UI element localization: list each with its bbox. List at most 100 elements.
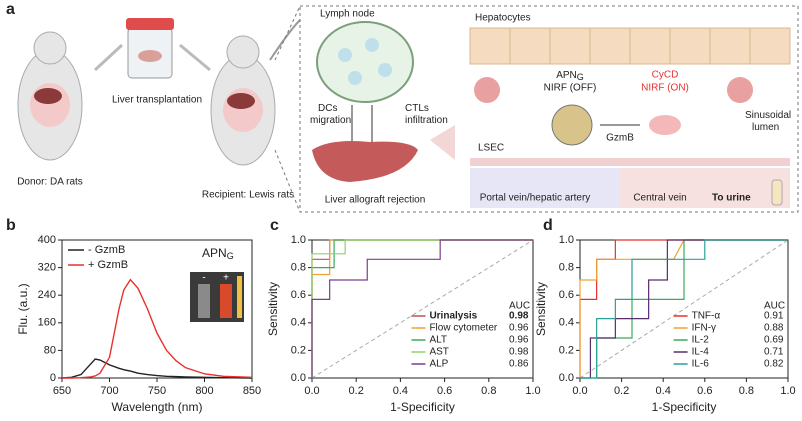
- auc-label: 0.71: [764, 347, 784, 358]
- x-tick-label: 0.6: [437, 385, 452, 397]
- inset-scale: [237, 276, 242, 318]
- cleaved-probe: [649, 115, 681, 135]
- y-tick-label: 400: [38, 234, 56, 246]
- cell: [727, 77, 753, 103]
- portal-zone: [470, 168, 620, 208]
- y-tick-label: 0.8: [291, 262, 306, 274]
- inset-tube: [198, 284, 210, 318]
- urine-label: To urine: [712, 193, 751, 204]
- curve: [311, 239, 533, 378]
- panel-label: c: [270, 217, 279, 234]
- x-tick-label: 850: [243, 385, 261, 397]
- x-tick-label: 1.0: [525, 385, 540, 397]
- lsec-label: LSEC: [478, 143, 504, 154]
- x-tick-label: 0.4: [656, 385, 671, 397]
- annotation-name: APN: [202, 246, 227, 260]
- jar: [126, 18, 174, 79]
- donor-rat: [17, 31, 83, 161]
- central-label: Central vein: [633, 193, 686, 204]
- hepatocytes-label: Hepatocytes: [475, 13, 531, 24]
- panel-label: b: [6, 217, 16, 234]
- auc-label: 0.98: [509, 347, 529, 358]
- hepatocyte-row: [469, 27, 791, 65]
- inset-label: +: [223, 273, 229, 284]
- auc-label: 0.86: [509, 359, 529, 370]
- y-tick-label: 240: [38, 289, 56, 301]
- y-tick-label: 320: [38, 262, 56, 274]
- legend-label: AST: [429, 347, 448, 358]
- x-axis-label: 1-Specificity: [652, 400, 717, 414]
- enzyme-label: GzmB: [606, 133, 634, 144]
- annotation-sub: G: [227, 251, 234, 261]
- legend-label: IFN-γ: [692, 323, 716, 334]
- y-tick-label: 0.4: [291, 317, 306, 329]
- y-tick-label: 1.0: [559, 234, 574, 246]
- lymph-label: Lymph node: [320, 9, 375, 20]
- probe-on-state: NIRF (ON): [641, 83, 689, 94]
- y-tick-label: 0.6: [291, 289, 306, 301]
- curve: [580, 239, 788, 379]
- ctls-label: CTLs infiltration: [405, 103, 448, 126]
- detail-box: [299, 5, 799, 213]
- x-tick-label: 0.8: [739, 385, 754, 397]
- x-tick-label: 1.0: [780, 385, 795, 397]
- legend-label: Urinalysis: [429, 311, 477, 322]
- x-tick-label: 0.6: [697, 385, 712, 397]
- x-tick-label: 0.2: [614, 385, 629, 397]
- central-zone: [620, 168, 790, 208]
- ctls-line: CTLs: [405, 103, 429, 114]
- legend-label: IL-6: [692, 359, 710, 370]
- y-tick-label: 0: [50, 372, 56, 384]
- auc-label: 0.82: [764, 359, 784, 370]
- x-tick-label: 700: [100, 385, 118, 397]
- dcs-line: DCs: [318, 103, 337, 114]
- auc-label: 0.98: [509, 311, 529, 322]
- recipient-label: Recipient: Lewis rats: [202, 190, 294, 201]
- recipient-rat: [210, 19, 301, 166]
- legend-label: ALP: [429, 359, 448, 370]
- probe-name: APN: [556, 70, 577, 81]
- cell: [474, 77, 500, 103]
- auc-label: 0.96: [509, 323, 529, 334]
- y-axis-label: Sensitivity: [534, 282, 548, 336]
- lumen-line: lumen: [752, 122, 779, 133]
- x-axis-label: 1-Specificity: [390, 400, 455, 414]
- auc-label: 0.91: [764, 311, 784, 322]
- arrow: [179, 43, 211, 72]
- x-tick-label: 0.0: [304, 385, 319, 397]
- legend-label: IL-2: [692, 335, 710, 346]
- chance-line: [311, 239, 534, 379]
- probe-off-state: NIRF (OFF): [544, 83, 597, 94]
- y-tick-label: 1.0: [291, 234, 306, 246]
- x-axis-label: Wavelength (nm): [112, 400, 203, 414]
- y-tick-label: 160: [38, 317, 56, 329]
- donor-label: Donor: DA rats: [17, 177, 83, 188]
- y-tick-label: 0.2: [559, 344, 574, 356]
- y-tick-label: 0.6: [559, 289, 574, 301]
- x-tick-label: 650: [53, 385, 71, 397]
- arrow: [430, 125, 455, 160]
- probe-on-name: CyCD: [652, 70, 679, 81]
- x-tick-label: 0.4: [393, 385, 408, 397]
- portal-label: Portal vein/hepatic artery: [480, 193, 591, 204]
- curve: [311, 239, 533, 378]
- inset-tube: [220, 284, 232, 318]
- probe-sub: G: [577, 72, 584, 82]
- transplant-label: Liver transplantation: [112, 95, 202, 106]
- x-tick-label: 0.0: [572, 385, 587, 397]
- ctls-line: infiltration: [405, 115, 448, 126]
- y-tick-label: 0.2: [291, 344, 306, 356]
- annotation: APNG: [202, 246, 234, 261]
- legend-label: - GzmB: [88, 244, 125, 256]
- legend-label: IL-4: [692, 347, 710, 358]
- x-tick-label: 0.8: [481, 385, 496, 397]
- rejection-label: Liver allograft rejection: [325, 195, 426, 206]
- legend-label: + GzmB: [88, 259, 128, 271]
- y-tick-label: 0.0: [559, 372, 574, 384]
- auc-label: 0.96: [509, 335, 529, 346]
- auc-header: AUC: [764, 301, 785, 312]
- y-axis-label: Sensitivity: [266, 282, 280, 336]
- curve: [580, 239, 788, 379]
- urine-tube: [771, 179, 783, 206]
- y-axis-label: Flu. (a.u.): [16, 283, 30, 334]
